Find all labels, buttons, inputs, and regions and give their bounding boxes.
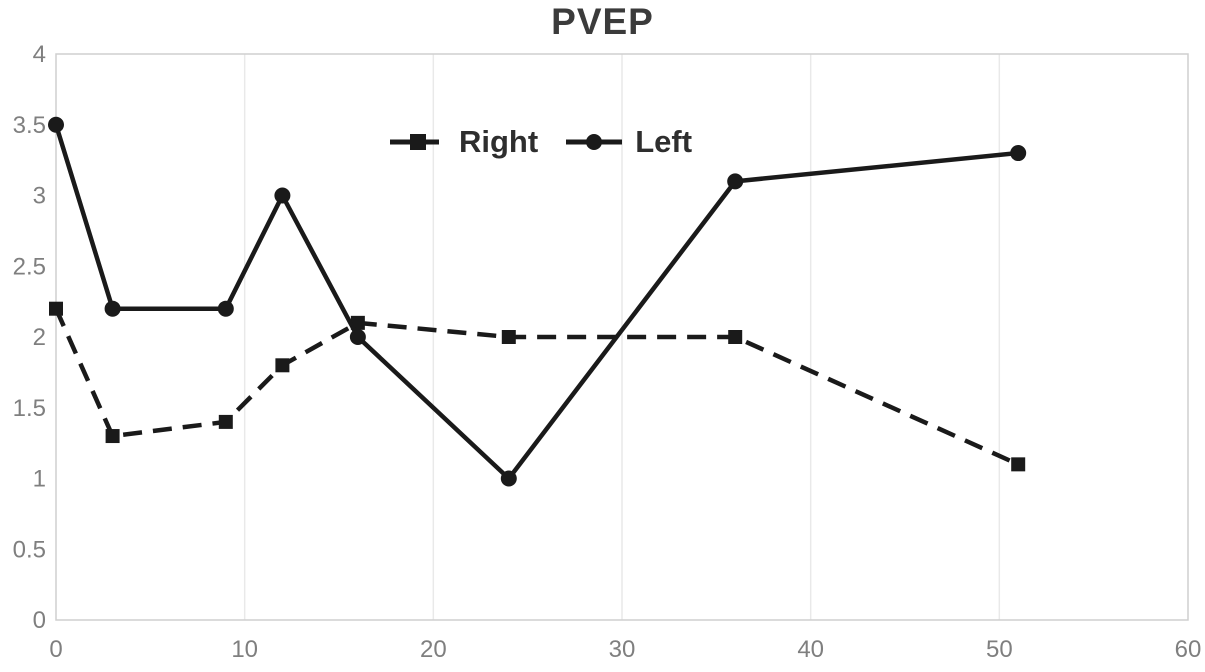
data-point-marker: [105, 429, 120, 444]
data-point-marker: [104, 300, 121, 317]
y-tick-label: 1.5: [13, 395, 46, 422]
data-point-marker: [49, 301, 63, 316]
data-point-marker: [501, 330, 516, 344]
x-tick-label: 20: [420, 636, 447, 663]
x-tick-label: 50: [986, 636, 1013, 663]
y-tick-label: 2: [33, 324, 46, 351]
data-point-marker: [217, 300, 234, 317]
chart-title: PVEP: [551, 1, 654, 42]
data-point-marker: [1010, 145, 1027, 162]
plot-border: [55, 53, 1189, 621]
data-point-marker: [218, 414, 233, 429]
data-point-marker: [728, 330, 743, 344]
data-point-marker: [274, 187, 291, 204]
x-tick-label: 60: [1175, 636, 1202, 663]
legend-label-left: Left: [635, 124, 693, 159]
y-tick-label: 2.5: [13, 253, 46, 280]
legend-item-left: Left: [566, 124, 692, 160]
square-series-marker-icon: [390, 132, 446, 152]
x-tick-label: 10: [231, 636, 258, 663]
series-line-right: [53, 307, 1020, 467]
y-tick-label: 1: [33, 466, 46, 493]
y-tick-label: 4: [33, 41, 46, 68]
data-point-marker: [727, 173, 744, 190]
legend-item-right: Right: [390, 124, 538, 160]
legend: Right Left: [390, 124, 692, 160]
y-tick-label: 3: [33, 183, 46, 210]
data-point-marker: [48, 116, 64, 133]
series-line-left: [53, 124, 1019, 481]
data-point-marker: [275, 358, 290, 373]
circle-series-marker-icon: [566, 132, 623, 152]
x-tick-label: 30: [609, 636, 636, 663]
data-point-marker: [349, 329, 366, 345]
x-tick-label: 40: [797, 636, 824, 663]
legend-label-right: Right: [459, 124, 539, 159]
y-tick-label: 3.5: [13, 112, 46, 139]
data-point-marker: [1011, 457, 1026, 472]
data-point-marker: [500, 470, 517, 487]
x-tick-label: 0: [49, 636, 62, 663]
y-tick-label: 0.5: [13, 536, 46, 563]
y-tick-label: 0: [33, 607, 46, 634]
